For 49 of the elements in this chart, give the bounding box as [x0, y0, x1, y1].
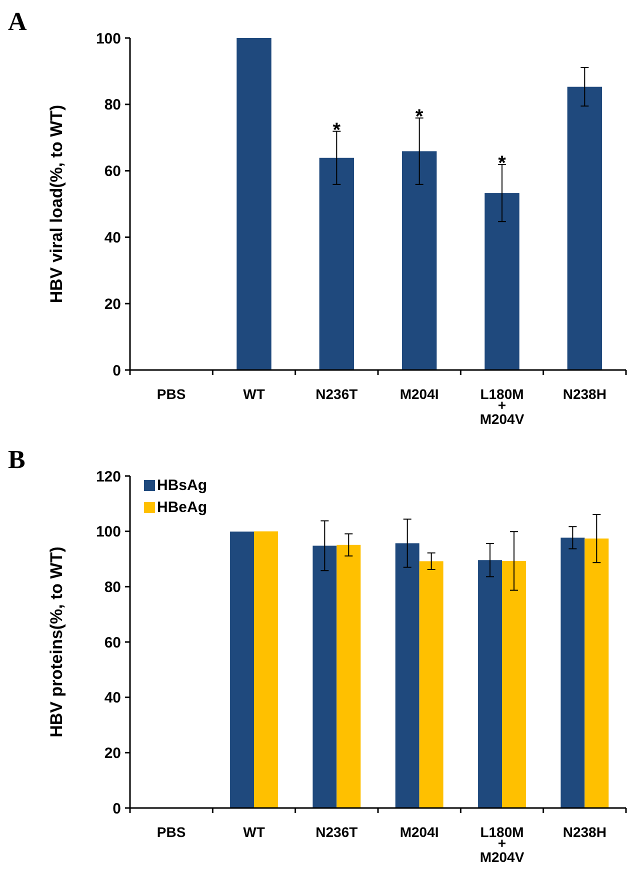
- y-tick-label: 60: [104, 163, 121, 180]
- chart-title: A: [8, 7, 27, 36]
- bar: [402, 151, 437, 370]
- bar: [230, 532, 254, 808]
- y-tick-label: 40: [104, 690, 121, 707]
- y-axis-title: HBV proteins(%, to WT): [47, 546, 66, 738]
- y-tick-label: 20: [104, 296, 121, 313]
- bar: [584, 538, 609, 808]
- x-tick-label: N236T: [316, 824, 358, 840]
- y-tick-label: 0: [112, 362, 121, 380]
- x-tick-label: L180M + M204V: [480, 824, 525, 865]
- y-tick-label: 80: [104, 96, 121, 114]
- y-tick-label: 60: [104, 634, 121, 652]
- x-tick-label: WT: [243, 386, 266, 402]
- bar: [567, 86, 602, 370]
- annotation: *: [332, 119, 341, 142]
- bar: [419, 561, 444, 808]
- annotation: *: [498, 152, 506, 174]
- x-tick-label: M204I: [400, 824, 439, 840]
- bar: [395, 543, 420, 808]
- bar: [319, 158, 354, 370]
- y-tick-label: 120: [96, 468, 121, 486]
- x-tick-label: L180M + M204V: [480, 386, 525, 427]
- annotation: *: [415, 106, 424, 128]
- y-tick-label: 40: [104, 229, 121, 246]
- y-tick-label: 80: [104, 578, 121, 596]
- chart-title: B: [8, 445, 26, 474]
- bar: [484, 193, 520, 370]
- bar: [478, 560, 502, 808]
- legend-label: HBeAg: [157, 499, 208, 516]
- x-tick-label: N238H: [562, 824, 606, 840]
- x-tick-label: PBS: [156, 824, 186, 840]
- legend-label: HBsAg: [157, 477, 208, 494]
- bar: [502, 560, 526, 808]
- bar: [236, 38, 272, 370]
- x-tick-label: PBS: [156, 386, 186, 402]
- bar: [254, 531, 278, 808]
- y-tick-label: 100: [96, 524, 121, 541]
- bar: [312, 546, 337, 808]
- y-axis-title: HBV viral load(%, to WT): [47, 104, 66, 304]
- y-tick-label: 100: [96, 30, 121, 48]
- x-tick-label: WT: [243, 824, 266, 840]
- x-tick-label: N238H: [562, 386, 606, 402]
- y-tick-label: 20: [104, 744, 121, 762]
- y-tick-label: 0: [112, 800, 121, 818]
- x-tick-label: M204I: [400, 386, 439, 402]
- bar: [560, 538, 585, 808]
- bar: [336, 544, 361, 808]
- x-tick-label: N236T: [316, 386, 358, 402]
